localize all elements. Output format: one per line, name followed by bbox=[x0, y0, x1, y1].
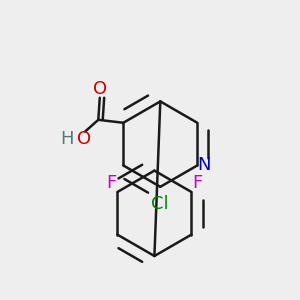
Text: N: N bbox=[197, 157, 211, 175]
Text: H: H bbox=[61, 130, 74, 148]
Text: O: O bbox=[93, 80, 107, 98]
Text: O: O bbox=[76, 130, 91, 148]
Text: Cl: Cl bbox=[152, 195, 169, 213]
Text: F: F bbox=[106, 174, 117, 192]
Text: F: F bbox=[192, 174, 203, 192]
